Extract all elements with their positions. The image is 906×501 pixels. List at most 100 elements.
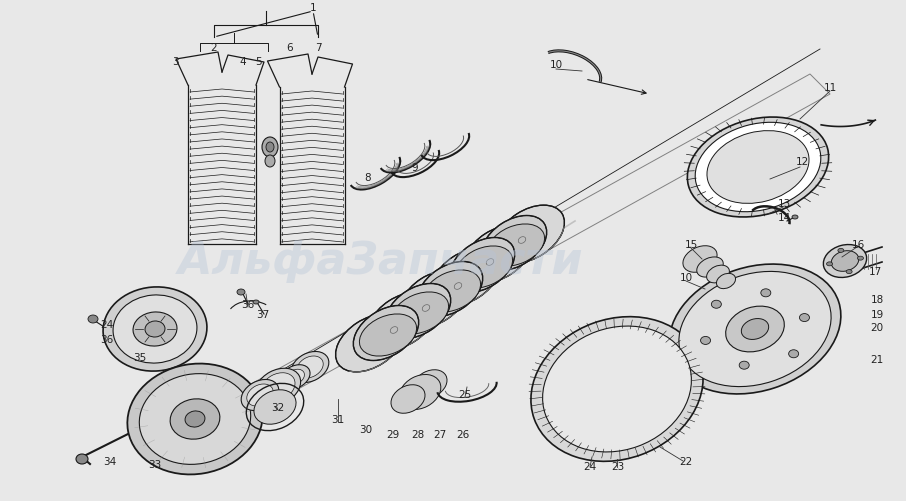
- Ellipse shape: [76, 454, 88, 464]
- Ellipse shape: [280, 365, 310, 389]
- Text: 10: 10: [680, 273, 692, 283]
- Ellipse shape: [846, 270, 853, 274]
- Text: 32: 32: [272, 402, 284, 412]
- Ellipse shape: [670, 265, 841, 394]
- Ellipse shape: [353, 306, 419, 361]
- Text: 34: 34: [103, 456, 117, 466]
- Ellipse shape: [103, 288, 207, 371]
- Ellipse shape: [291, 352, 329, 383]
- Text: 1: 1: [310, 3, 316, 13]
- Ellipse shape: [253, 301, 259, 305]
- Ellipse shape: [824, 245, 867, 278]
- Ellipse shape: [266, 143, 274, 153]
- Ellipse shape: [838, 249, 843, 253]
- Text: АльфаЗапчасти: АльфаЗапчасти: [178, 239, 583, 282]
- Text: 27: 27: [433, 429, 447, 439]
- Text: 19: 19: [871, 310, 883, 319]
- Ellipse shape: [831, 251, 859, 272]
- Ellipse shape: [418, 262, 483, 317]
- Text: 7: 7: [314, 43, 322, 53]
- Ellipse shape: [170, 399, 220, 439]
- Ellipse shape: [464, 225, 533, 283]
- Text: 29: 29: [386, 429, 400, 439]
- Ellipse shape: [335, 315, 404, 372]
- Text: 24: 24: [583, 461, 597, 471]
- Ellipse shape: [799, 314, 809, 322]
- Ellipse shape: [391, 293, 448, 334]
- Ellipse shape: [761, 289, 771, 297]
- Ellipse shape: [246, 384, 274, 406]
- Text: 24: 24: [101, 319, 113, 329]
- Ellipse shape: [297, 356, 323, 378]
- Ellipse shape: [826, 263, 833, 267]
- Ellipse shape: [261, 373, 295, 401]
- Ellipse shape: [88, 315, 98, 323]
- Ellipse shape: [431, 248, 500, 306]
- Text: 8: 8: [365, 173, 371, 183]
- Text: 5: 5: [255, 57, 261, 67]
- Text: 25: 25: [458, 389, 472, 399]
- Text: 18: 18: [871, 295, 883, 305]
- Ellipse shape: [739, 361, 749, 369]
- Ellipse shape: [683, 246, 717, 273]
- Ellipse shape: [391, 385, 425, 413]
- Text: 37: 37: [256, 310, 270, 319]
- Text: 36: 36: [241, 300, 255, 310]
- Ellipse shape: [237, 290, 245, 296]
- Text: 16: 16: [852, 239, 864, 249]
- Ellipse shape: [360, 314, 417, 356]
- Ellipse shape: [688, 118, 829, 217]
- Ellipse shape: [697, 258, 723, 278]
- Ellipse shape: [262, 138, 278, 158]
- Text: 12: 12: [795, 157, 809, 167]
- Ellipse shape: [700, 337, 710, 345]
- Ellipse shape: [717, 274, 736, 289]
- Text: 11: 11: [824, 83, 836, 93]
- Text: 35: 35: [133, 352, 147, 362]
- Ellipse shape: [707, 131, 809, 204]
- Text: 31: 31: [332, 414, 344, 424]
- Ellipse shape: [487, 224, 545, 267]
- Ellipse shape: [133, 312, 177, 346]
- Text: 21: 21: [871, 354, 883, 364]
- Text: 6: 6: [286, 43, 294, 53]
- Ellipse shape: [857, 257, 863, 261]
- Ellipse shape: [679, 272, 831, 387]
- Ellipse shape: [385, 284, 450, 339]
- Ellipse shape: [113, 296, 197, 363]
- Ellipse shape: [265, 156, 275, 168]
- Ellipse shape: [456, 246, 513, 289]
- Text: 26: 26: [457, 429, 469, 439]
- Ellipse shape: [185, 411, 205, 427]
- Ellipse shape: [413, 370, 447, 398]
- Ellipse shape: [741, 319, 768, 340]
- Text: 3: 3: [172, 57, 178, 67]
- Ellipse shape: [423, 271, 480, 313]
- Ellipse shape: [726, 307, 785, 352]
- Ellipse shape: [496, 206, 564, 264]
- Text: 36: 36: [101, 334, 113, 344]
- Ellipse shape: [531, 317, 703, 461]
- Ellipse shape: [788, 350, 799, 358]
- Text: 20: 20: [871, 322, 883, 332]
- Text: 4: 4: [240, 57, 246, 67]
- Text: 9: 9: [411, 163, 419, 173]
- Ellipse shape: [145, 321, 165, 337]
- Ellipse shape: [792, 215, 798, 219]
- Text: 13: 13: [777, 198, 791, 208]
- Ellipse shape: [543, 327, 691, 452]
- Ellipse shape: [368, 293, 437, 350]
- Ellipse shape: [707, 266, 729, 283]
- Ellipse shape: [140, 374, 251, 464]
- Text: 33: 33: [149, 459, 161, 469]
- Ellipse shape: [481, 216, 546, 271]
- Text: 2: 2: [211, 43, 217, 53]
- Ellipse shape: [255, 369, 301, 406]
- Text: 30: 30: [360, 424, 372, 434]
- Text: 28: 28: [411, 429, 425, 439]
- Text: 10: 10: [549, 60, 563, 70]
- Text: 15: 15: [684, 239, 698, 249]
- Ellipse shape: [711, 301, 721, 309]
- Ellipse shape: [400, 271, 468, 328]
- Ellipse shape: [449, 238, 515, 293]
